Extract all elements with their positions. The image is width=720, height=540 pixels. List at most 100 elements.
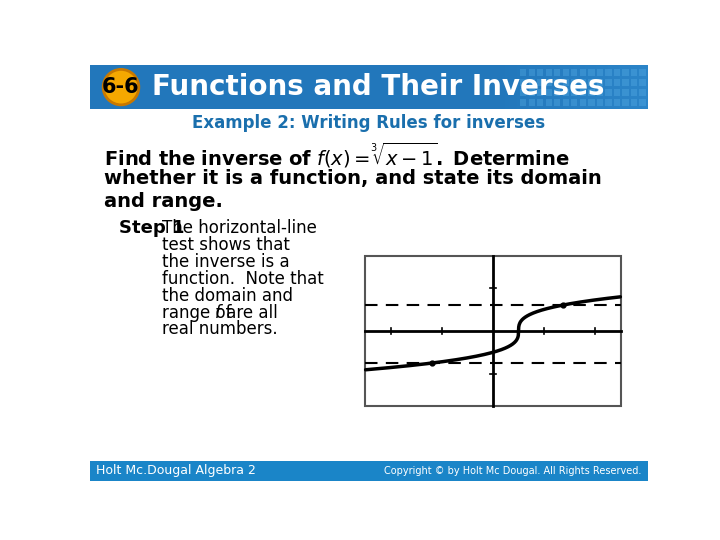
Bar bbox=[532, 65, 533, 110]
Bar bbox=[517, 65, 518, 110]
Bar bbox=[509, 65, 510, 110]
Bar bbox=[599, 65, 600, 110]
Bar bbox=[646, 65, 647, 110]
Bar bbox=[634, 65, 635, 110]
Bar bbox=[606, 79, 611, 85]
Text: Functions and Their Inverses: Functions and Their Inverses bbox=[152, 73, 605, 101]
Bar bbox=[528, 99, 535, 106]
Bar bbox=[493, 65, 494, 110]
Bar bbox=[617, 65, 618, 110]
Bar bbox=[554, 99, 560, 106]
Bar bbox=[628, 65, 629, 110]
Bar bbox=[494, 65, 495, 110]
Bar bbox=[524, 65, 525, 110]
Bar bbox=[561, 65, 562, 110]
Bar bbox=[622, 99, 629, 106]
Bar bbox=[615, 65, 616, 110]
Bar bbox=[546, 99, 552, 106]
Bar bbox=[547, 65, 548, 110]
Bar bbox=[552, 65, 553, 110]
Bar bbox=[528, 89, 535, 96]
Bar bbox=[543, 65, 544, 110]
Bar bbox=[523, 65, 524, 110]
Text: the inverse is a: the inverse is a bbox=[162, 253, 289, 271]
Bar bbox=[597, 69, 603, 76]
Bar bbox=[520, 65, 521, 110]
Bar bbox=[495, 65, 496, 110]
Bar bbox=[614, 69, 620, 76]
Bar bbox=[647, 65, 648, 110]
Bar bbox=[538, 65, 539, 110]
Bar bbox=[504, 65, 505, 110]
Bar bbox=[555, 65, 556, 110]
Bar bbox=[574, 65, 575, 110]
Bar bbox=[496, 65, 497, 110]
Bar bbox=[520, 69, 526, 76]
Bar bbox=[557, 65, 558, 110]
Bar bbox=[537, 65, 538, 110]
Bar bbox=[554, 69, 560, 76]
Bar bbox=[620, 65, 621, 110]
Bar bbox=[585, 65, 586, 110]
Bar bbox=[513, 65, 514, 110]
Bar bbox=[533, 65, 534, 110]
Bar bbox=[544, 65, 545, 110]
Bar bbox=[593, 65, 594, 110]
Bar bbox=[528, 65, 529, 110]
Text: test shows that: test shows that bbox=[162, 236, 290, 254]
Bar bbox=[525, 65, 526, 110]
Bar bbox=[531, 65, 532, 110]
Bar bbox=[580, 89, 586, 96]
Bar bbox=[563, 89, 569, 96]
Text: and range.: and range. bbox=[104, 192, 222, 211]
Bar bbox=[583, 65, 584, 110]
Bar bbox=[526, 65, 527, 110]
Bar bbox=[576, 65, 577, 110]
Bar bbox=[499, 65, 500, 110]
Bar bbox=[580, 65, 581, 110]
Bar bbox=[571, 99, 577, 106]
Bar bbox=[500, 65, 502, 110]
Bar bbox=[625, 65, 626, 110]
Bar bbox=[580, 99, 586, 106]
Bar bbox=[512, 65, 513, 110]
Text: $\mathbf{Find\ the\ inverse\ of\ }$$f\left(x\right)=\!\sqrt[3]{x-1}$$\mathbf{.\ : $\mathbf{Find\ the\ inverse\ of\ }$$f\le… bbox=[104, 141, 570, 170]
Bar bbox=[90, 461, 648, 481]
Bar bbox=[537, 99, 544, 106]
Bar bbox=[595, 65, 596, 110]
Bar bbox=[563, 79, 569, 85]
Bar bbox=[510, 65, 512, 110]
Bar bbox=[562, 65, 563, 110]
Bar bbox=[627, 65, 628, 110]
Bar bbox=[598, 65, 599, 110]
Bar bbox=[582, 65, 583, 110]
Bar bbox=[570, 65, 571, 110]
Bar bbox=[572, 65, 573, 110]
Bar bbox=[619, 65, 620, 110]
Text: Holt Mc.Dougal Algebra 2: Holt Mc.Dougal Algebra 2 bbox=[96, 464, 256, 477]
Bar bbox=[550, 65, 551, 110]
Bar bbox=[541, 65, 542, 110]
Bar bbox=[553, 65, 554, 110]
Bar bbox=[609, 65, 610, 110]
Text: range of: range of bbox=[162, 303, 237, 321]
Bar bbox=[622, 89, 629, 96]
Bar bbox=[594, 65, 595, 110]
Bar bbox=[506, 65, 507, 110]
Bar bbox=[640, 65, 641, 110]
Bar bbox=[639, 99, 646, 106]
Bar bbox=[521, 65, 522, 110]
Bar bbox=[606, 65, 607, 110]
Bar bbox=[614, 65, 615, 110]
Text: f: f bbox=[215, 303, 220, 321]
Bar bbox=[559, 65, 560, 110]
Bar bbox=[630, 65, 631, 110]
Bar bbox=[571, 79, 577, 85]
Bar bbox=[528, 79, 535, 85]
Bar bbox=[535, 65, 536, 110]
Bar bbox=[614, 79, 620, 85]
Bar bbox=[614, 99, 620, 106]
Bar bbox=[590, 65, 591, 110]
Bar bbox=[580, 69, 586, 76]
Bar bbox=[546, 89, 552, 96]
